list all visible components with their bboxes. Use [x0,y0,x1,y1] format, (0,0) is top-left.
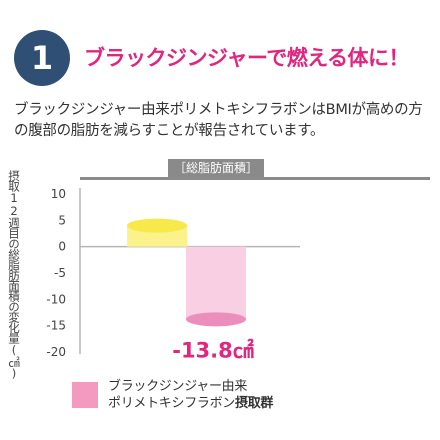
bar-series-2 [186,246,246,320]
legend-line-1: ブラックジンジャー由来 [108,379,248,394]
legend-line-2: ポリメトキシフラボン摂取群 [108,395,428,412]
y-tick-label: -15 [46,319,66,333]
y-axis-label: 摂取12週目の総脂肪面積の変化量(㎠) [7,170,21,380]
legend-line-2-prefix: ポリメトキシフラボン [108,396,236,411]
y-tick-label: -10 [46,292,66,306]
title-underline [80,177,430,180]
legend-line-2-bold: 摂取群 [235,396,274,411]
number-badge: 1 [14,30,70,86]
y-tick-label: 5 [58,213,66,227]
chart-title: ［総脂肪面積］ [168,159,264,177]
y-tick-label: 10 [51,187,66,201]
bar-series-1-cap [127,218,187,233]
headline: ブラックジンジャーで燃える体に！ [84,46,410,70]
legend-swatch [72,382,98,408]
description: ブラックジンジャー由来ポリメトキシフラボンはBMIが高めの方の腹部の脂肪を減らす… [14,102,423,139]
legend-label: ブラックジンジャー由来 ポリメトキシフラボン摂取群 [108,378,428,412]
y-tick-label: -5 [54,266,66,280]
value-annotation: -13.8㎠ [172,338,254,362]
bar-series-2-cap [186,312,246,327]
y-tick-label: -20 [46,345,66,359]
header: 1 ブラックジンジャーで燃える体に！ [14,30,434,86]
y-tick-label: 0 [58,240,66,254]
